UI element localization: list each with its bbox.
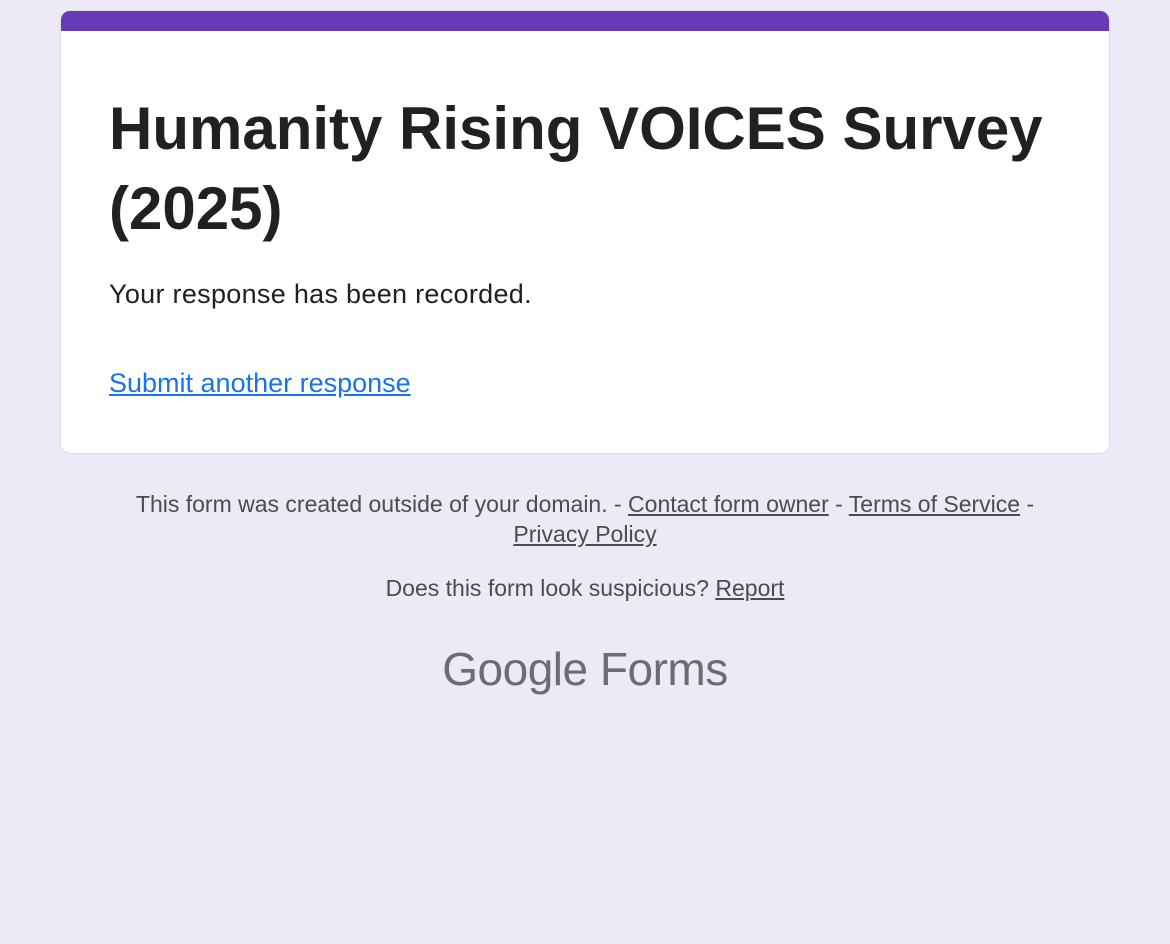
separator: - — [1020, 491, 1035, 517]
report-link[interactable]: Report — [715, 575, 785, 601]
footer-notice: This form was created outside of your do… — [60, 489, 1110, 549]
logo-google: Google — [442, 643, 588, 695]
google-forms-logo[interactable]: Google Forms — [0, 642, 1170, 696]
suspicious-text: Does this form look suspicious? — [385, 575, 716, 601]
confirmation-card: Humanity Rising VOICES Survey (2025) You… — [60, 10, 1110, 454]
submit-another-response-link[interactable]: Submit another response — [109, 368, 411, 398]
contact-owner-link[interactable]: Contact form owner — [628, 491, 829, 517]
separator: - — [828, 491, 849, 517]
confirmation-message: Your response has been recorded. — [109, 279, 532, 309]
logo-forms: Forms — [599, 643, 728, 695]
privacy-link[interactable]: Privacy Policy — [513, 521, 657, 547]
form-title: Humanity Rising VOICES Survey (2025) — [109, 95, 1043, 242]
domain-notice: This form was created outside of your do… — [135, 491, 629, 517]
theme-accent-bar — [61, 11, 1109, 31]
terms-link[interactable]: Terms of Service — [848, 491, 1021, 517]
suspicious-notice: Does this form look suspicious? Report — [60, 573, 1110, 603]
